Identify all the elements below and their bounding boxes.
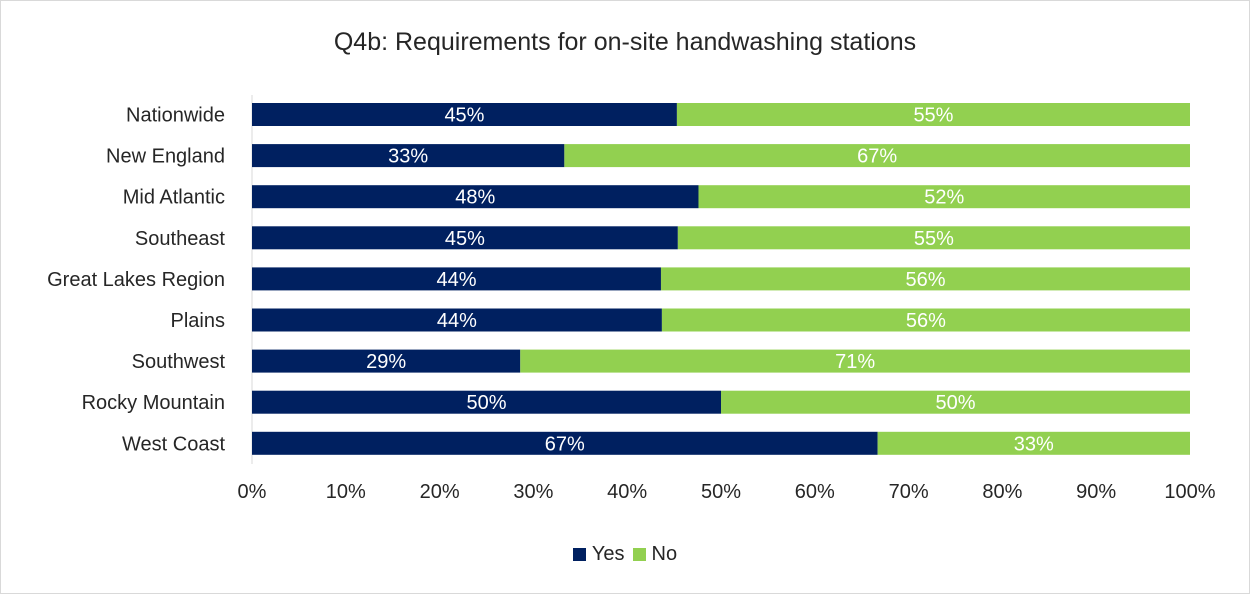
bar-yes-new-england	[252, 144, 565, 168]
data-label-yes-nationwide: 45%	[444, 105, 484, 127]
category-label-plains: Plains	[171, 310, 225, 332]
bar-yes-plains	[252, 308, 662, 332]
chart-title: Q4b: Requirements for on-site handwashin…	[333, 28, 917, 56]
legend-label-no: No	[651, 543, 678, 565]
x-tick-label: 100%	[1164, 481, 1215, 503]
bar-no-mid-atlantic	[698, 185, 1190, 209]
data-label-yes-new-england: 33%	[388, 146, 428, 168]
bar-no-new-england	[564, 144, 1190, 168]
data-label-no-southeast: 55%	[914, 228, 954, 250]
bar-yes-nationwide	[252, 103, 677, 126]
data-label-no-west-coast: 33%	[1014, 433, 1054, 455]
data-label-no-rocky-mountain: 50%	[935, 392, 975, 414]
data-label-yes-great-lakes-region: 44%	[436, 269, 476, 291]
bar-no-west-coast	[877, 431, 1190, 455]
data-label-yes-southwest: 29%	[366, 351, 406, 373]
bar-yes-mid-atlantic	[252, 185, 699, 209]
bar-yes-great-lakes-region	[252, 267, 661, 291]
legend-label-yes: Yes	[591, 543, 625, 565]
x-tick-label: 10%	[326, 481, 366, 503]
bar-no-southeast	[677, 226, 1190, 250]
category-label-southeast: Southeast	[135, 228, 226, 250]
x-tick-label: 0%	[238, 481, 267, 503]
x-tick-label: 60%	[795, 481, 835, 503]
category-label-west-coast: West Coast	[122, 433, 225, 455]
bar-yes-west-coast	[252, 431, 878, 455]
category-label-new-england: New England	[106, 146, 225, 168]
category-label-great-lakes-region: Great Lakes Region	[47, 269, 225, 291]
legend-swatch-no	[632, 548, 646, 561]
data-label-no-mid-atlantic: 52%	[924, 187, 964, 209]
data-label-yes-west-coast: 67%	[545, 433, 585, 455]
bar-no-great-lakes-region	[660, 267, 1190, 291]
bar-yes-rocky-mountain	[252, 390, 721, 414]
data-label-no-nationwide: 55%	[913, 105, 953, 127]
data-label-no-great-lakes-region: 56%	[905, 269, 945, 291]
x-tick-label: 20%	[420, 481, 460, 503]
x-tick-label: 90%	[1076, 481, 1116, 503]
category-label-rocky-mountain: Rocky Mountain	[82, 392, 225, 414]
legend: Yes No	[0, 543, 1250, 566]
data-label-no-southwest: 71%	[835, 351, 875, 373]
legend-item-yes: Yes	[572, 543, 625, 566]
data-label-yes-southeast: 45%	[445, 228, 485, 250]
data-label-yes-mid-atlantic: 48%	[455, 187, 495, 209]
x-tick-label: 40%	[607, 481, 647, 503]
bar-yes-southwest	[252, 349, 521, 373]
x-tick-label: 70%	[889, 481, 929, 503]
data-label-yes-rocky-mountain: 50%	[466, 392, 506, 414]
data-label-no-new-england: 67%	[857, 146, 897, 168]
category-label-mid-atlantic: Mid Atlantic	[123, 187, 225, 209]
bar-no-southwest	[520, 349, 1190, 373]
data-label-no-plains: 56%	[906, 310, 946, 332]
bar-no-rocky-mountain	[721, 390, 1190, 414]
x-tick-label: 80%	[982, 481, 1022, 503]
category-label-southwest: Southwest	[132, 351, 226, 373]
bar-no-plains	[661, 308, 1190, 332]
bar-no-nationwide	[676, 103, 1190, 126]
legend-item-no: No	[632, 543, 678, 566]
legend-swatch-yes	[572, 548, 586, 561]
x-tick-label: 30%	[513, 481, 553, 503]
x-tick-label: 50%	[701, 481, 741, 503]
category-label-nationwide: Nationwide	[126, 105, 225, 127]
data-label-yes-plains: 44%	[437, 310, 477, 332]
bar-yes-southeast	[252, 226, 678, 250]
